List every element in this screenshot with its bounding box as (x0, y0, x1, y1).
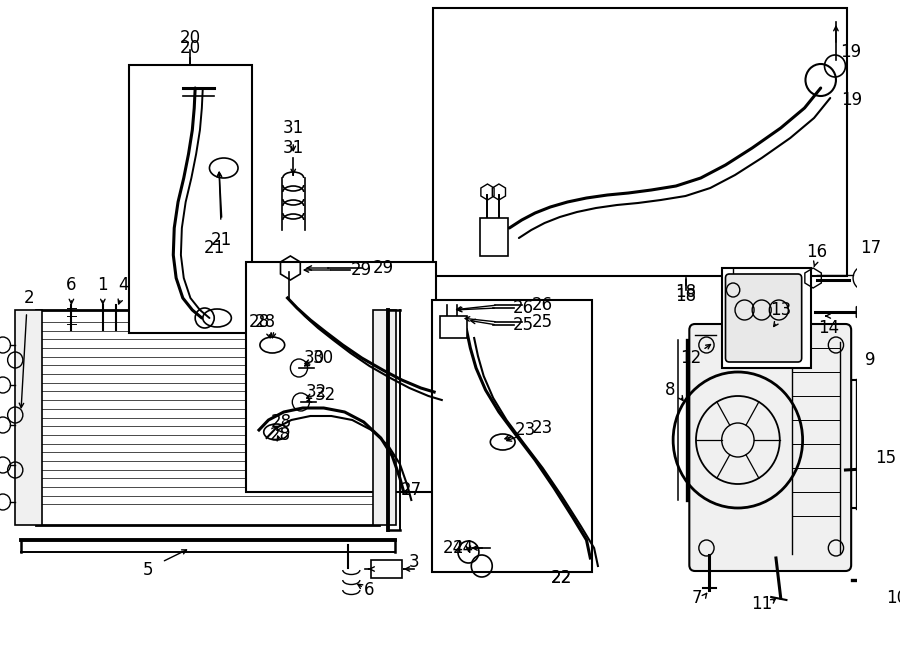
Text: 8: 8 (665, 381, 676, 399)
Text: 15: 15 (875, 449, 896, 467)
Bar (432, 300, 592, 572)
Text: 14: 14 (818, 319, 839, 337)
Text: 3: 3 (409, 553, 419, 571)
Bar (15, 310, 42, 525)
Bar (129, 65, 252, 333)
Text: 18: 18 (675, 287, 696, 305)
Text: 13: 13 (770, 301, 791, 319)
Text: 26: 26 (513, 299, 535, 317)
FancyBboxPatch shape (725, 274, 802, 362)
Text: 2: 2 (23, 289, 34, 307)
Text: 28: 28 (255, 313, 276, 331)
Bar (722, 268, 811, 368)
Bar (480, 218, 508, 256)
Text: 30: 30 (312, 349, 333, 367)
Text: 31: 31 (283, 139, 304, 157)
Text: 29: 29 (351, 261, 373, 279)
Text: 20: 20 (180, 29, 201, 47)
Text: 16: 16 (806, 243, 827, 261)
Text: 19: 19 (842, 91, 863, 109)
Text: 11: 11 (752, 595, 772, 613)
FancyBboxPatch shape (689, 324, 851, 571)
Text: 9: 9 (865, 351, 876, 369)
Text: 21: 21 (203, 239, 225, 257)
Text: 5: 5 (142, 561, 153, 579)
Text: 22: 22 (551, 569, 572, 587)
Text: 20: 20 (180, 39, 201, 57)
Bar (36, 310, 379, 525)
Text: 12: 12 (680, 349, 702, 367)
Text: 17: 17 (860, 239, 881, 257)
Text: 6: 6 (364, 581, 374, 599)
Text: 24: 24 (453, 539, 474, 557)
Text: 31: 31 (283, 119, 304, 137)
Text: 30: 30 (303, 349, 325, 367)
Bar (372, 560, 401, 578)
Text: 4: 4 (119, 276, 129, 294)
Text: 23: 23 (531, 419, 553, 437)
Text: 28: 28 (248, 313, 269, 331)
Bar (440, 316, 466, 338)
Bar (374, 310, 396, 525)
Text: 7: 7 (692, 589, 702, 607)
Text: 6: 6 (67, 276, 76, 294)
Text: 26: 26 (531, 296, 553, 314)
Text: 29: 29 (374, 259, 394, 277)
Text: 27: 27 (400, 481, 422, 499)
Text: 24: 24 (443, 539, 464, 557)
Text: 28: 28 (269, 426, 291, 444)
Text: 32: 32 (314, 386, 336, 404)
Text: 25: 25 (531, 313, 553, 331)
Text: 23: 23 (515, 421, 536, 439)
Text: 32: 32 (305, 383, 327, 401)
Text: 21: 21 (211, 231, 231, 249)
Bar (433, 8, 848, 276)
Text: 28: 28 (270, 413, 292, 431)
Text: 25: 25 (513, 316, 535, 334)
Text: 1: 1 (97, 276, 108, 294)
Text: 22: 22 (551, 569, 572, 587)
Bar (246, 262, 436, 492)
Text: 18: 18 (675, 283, 696, 301)
Text: 19: 19 (840, 43, 860, 61)
Text: 10: 10 (886, 589, 900, 607)
